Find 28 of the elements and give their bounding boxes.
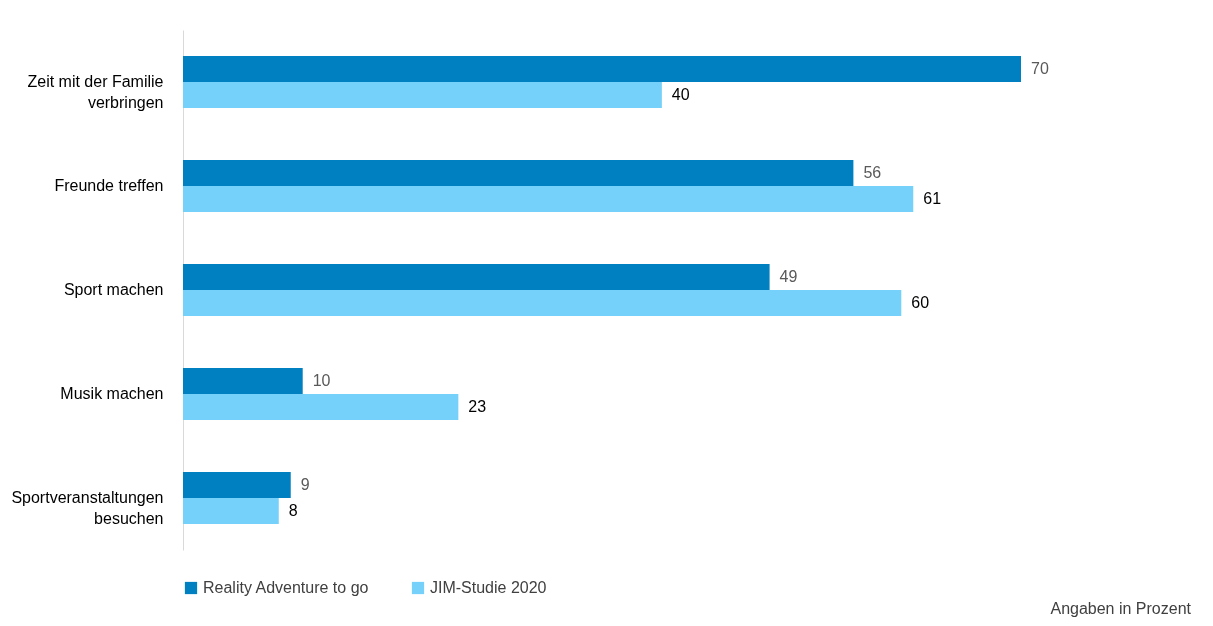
bar	[183, 264, 770, 290]
data-label: 9	[300, 476, 310, 493]
data-label: 8	[288, 502, 298, 519]
data-label: 56	[863, 164, 882, 181]
legend-label: Reality Adventure to go	[203, 579, 369, 596]
bar	[183, 472, 291, 498]
data-label: 61	[923, 190, 942, 207]
bar	[183, 82, 662, 108]
y-tick-label: Musik machen	[60, 385, 164, 402]
y-tick-label: Freunde treffen	[54, 177, 164, 194]
bar	[183, 56, 1021, 82]
legend-label: JIM-Studie 2020	[430, 579, 547, 596]
data-label: 60	[911, 294, 930, 311]
data-label: 40	[671, 86, 690, 103]
bar	[183, 368, 303, 394]
y-tick-label: Sportveranstaltungen besuchen	[11, 489, 164, 527]
bar	[183, 186, 914, 212]
bar	[183, 498, 279, 524]
y-tick-label: Sport machen	[63, 281, 164, 298]
data-label: 70	[1031, 60, 1049, 77]
text: Angaben in Prozent	[1050, 600, 1191, 618]
bar	[183, 160, 854, 186]
bar	[183, 394, 459, 420]
bar	[183, 290, 902, 316]
data-label: 49	[779, 268, 798, 285]
data-label: 10	[312, 372, 331, 389]
y-tick-label: Zeit mit der Familie verbringen	[27, 73, 164, 111]
data-label: 23	[468, 398, 487, 415]
